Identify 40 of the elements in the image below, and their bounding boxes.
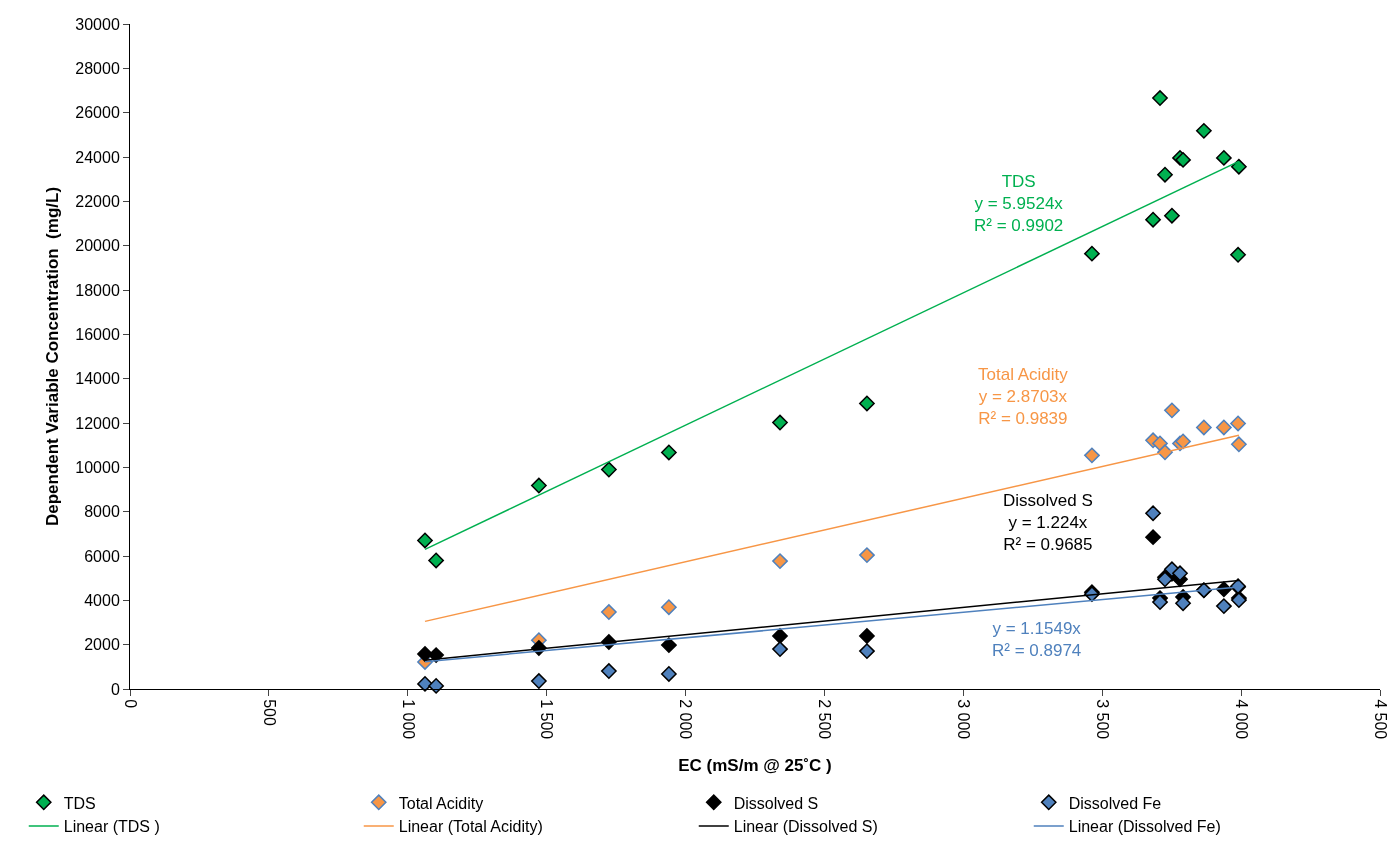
legend-label: Linear (Total Acidity) (398, 818, 543, 836)
y-tick-label: 24000 (75, 148, 120, 166)
legend-label: Dissolved Fe (1068, 794, 1162, 812)
y-tick-label: 0 (110, 680, 120, 698)
y-tick-label: 6000 (84, 547, 120, 565)
x-tick-label: 1 000 (399, 699, 417, 740)
legend-label: Linear (Dissolved Fe) (1068, 818, 1221, 836)
legend-label: Linear (TDS ) (63, 818, 160, 836)
y-tick-label: 14000 (75, 370, 120, 388)
annotation: y = 1.1549x R² = 0.8974 (992, 619, 1082, 661)
y-tick-label: 26000 (75, 104, 120, 122)
y-tick-label: 2000 (84, 636, 120, 654)
y-tick-label: 28000 (75, 59, 120, 77)
y-tick-label: 4000 (84, 591, 120, 609)
annotation: Total Acidity y = 2.8703x R² = 0.9839 (978, 365, 1069, 429)
x-tick-label: 3 000 (955, 699, 973, 740)
legend-label: Total Acidity (398, 794, 484, 812)
y-tick-label: 8000 (84, 503, 120, 521)
x-tick-label: 4 000 (1232, 699, 1250, 740)
y-tick-label: 30000 (75, 15, 120, 33)
x-tick-label: 2 000 (677, 699, 695, 740)
x-tick-label: 1 500 (538, 699, 556, 740)
annotation: Dissolved S y = 1.224x R² = 0.9685 (1003, 491, 1093, 555)
x-tick-label: 0 (121, 699, 139, 709)
y-tick-label: 10000 (75, 458, 120, 476)
y-tick-label: 12000 (75, 414, 120, 432)
y-tick-label: 18000 (75, 281, 120, 299)
legend-label: Dissolved S (733, 794, 819, 812)
y-tick-label: 16000 (75, 325, 120, 343)
x-tick-label: 2 500 (816, 699, 834, 740)
legend-label: Linear (Dissolved S) (733, 818, 878, 836)
x-tick-label: 3 500 (1094, 699, 1112, 740)
x-tick-label: 4 500 (1371, 699, 1389, 740)
annotation: TDS y = 5.9524x R² = 0.9902 (974, 172, 1064, 236)
legend-label: TDS (63, 794, 96, 812)
x-tick-label: 500 (260, 699, 278, 726)
y-axis-title: Dependent Variable Concentration (mg/L) (42, 186, 62, 527)
x-axis-title: EC (mS/m @ 25˚C ) (678, 755, 832, 775)
y-tick-label: 22000 (75, 192, 120, 210)
y-tick-label: 20000 (75, 237, 120, 255)
